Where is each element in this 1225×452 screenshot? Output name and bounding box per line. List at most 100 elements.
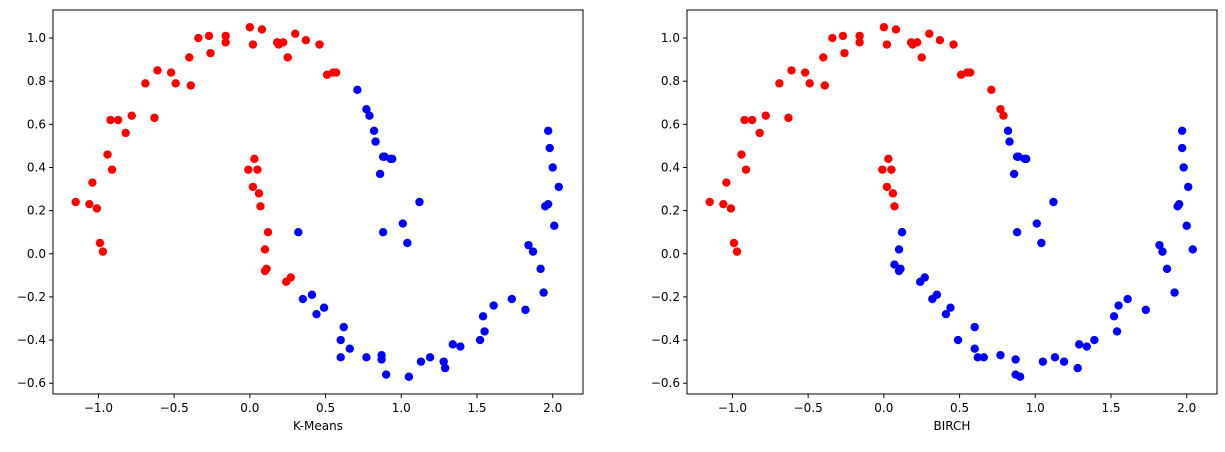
birch-point-c0: [884, 154, 893, 164]
kmeans-ytick-label: −0.6: [17, 376, 46, 390]
kmeans-point-c1: [554, 182, 563, 192]
kmeans-point-c0: [315, 40, 324, 49]
birch-xtick-label: 2.0: [1177, 401, 1196, 415]
kmeans-xtick-label: 0.5: [316, 401, 335, 415]
birch-point-c1: [1141, 305, 1151, 315]
kmeans-point-c1: [456, 342, 465, 351]
birch-point-c1: [946, 303, 955, 312]
birch-point-c1: [890, 260, 899, 269]
kmeans-point-c0: [256, 202, 265, 211]
birch-point-c0: [828, 33, 837, 43]
birch-point-c1: [894, 266, 904, 276]
kmeans-point-c1: [307, 290, 317, 299]
kmeans-xtick-label: 2.0: [543, 401, 562, 415]
kmeans-point-c0: [248, 182, 258, 192]
birch-point-c0: [741, 165, 751, 174]
birch-point-c1: [1015, 372, 1025, 381]
kmeans-point-c1: [378, 228, 388, 237]
birch-point-c1: [1009, 169, 1019, 179]
birch-point-c0: [882, 182, 892, 192]
birch-ytick-label: 0.0: [661, 247, 680, 261]
kmeans-point-c0: [186, 81, 195, 90]
kmeans-point-c0: [260, 245, 270, 254]
kmeans-point-c1: [388, 154, 397, 164]
birch-point-c0: [890, 202, 899, 211]
birch-point-c1: [897, 228, 907, 237]
kmeans-point-c0: [291, 29, 300, 38]
birch-point-c0: [917, 53, 926, 62]
kmeans-ytick-label: −0.4: [17, 333, 46, 347]
kmeans-point-c1: [543, 126, 553, 136]
birch-ytick-label: 1.0: [661, 31, 680, 45]
kmeans-point-c1: [507, 294, 517, 304]
kmeans-point-c0: [88, 178, 97, 187]
kmeans-point-c1: [294, 228, 303, 237]
birch-point-c0: [775, 79, 784, 88]
kmeans-point-c0: [244, 165, 253, 174]
birch-point-c0: [925, 29, 934, 38]
kmeans-point-c1: [403, 238, 412, 248]
kmeans-point-c0: [254, 189, 264, 198]
birch-point-c0: [912, 38, 922, 47]
birch-ytick-label: 0.8: [661, 74, 680, 88]
birch-point-c0: [891, 25, 901, 34]
birch-point-c1: [1182, 221, 1191, 230]
birch-point-c0: [805, 79, 814, 88]
kmeans-point-c0: [103, 150, 112, 159]
kmeans-point-c1: [398, 219, 407, 228]
kmeans-axes: −1.0 −0.5 0.0 0.5 1.0 1.5 2.0 −0.6 −0.4 −0.2 0.0 0.…: [17, 9, 584, 415]
kmeans-point-c0: [278, 38, 288, 47]
kmeans-point-c0: [253, 165, 262, 174]
birch-ytick-label: −0.4: [651, 333, 680, 347]
birch-ytick-label: 0.4: [661, 160, 680, 174]
kmeans-point-c0: [95, 238, 105, 248]
birch-point-c1: [1179, 163, 1188, 172]
birch-point-c1: [1177, 126, 1187, 136]
birch-point-c1: [1170, 288, 1179, 297]
kmeans-point-c0: [185, 53, 194, 62]
kmeans-point-c1: [521, 305, 530, 315]
birch-point-c0: [747, 115, 757, 125]
birch-point-c1: [973, 353, 982, 362]
birch-point-c1: [1112, 327, 1122, 336]
kmeans-point-c0: [127, 111, 136, 120]
birch-point-c0: [761, 111, 770, 120]
kmeans-xtick-label: 1.5: [467, 401, 486, 415]
birch-point-c1: [1075, 340, 1084, 349]
kmeans-point-c1: [524, 240, 533, 250]
kmeans-point-c0: [260, 266, 270, 276]
birch-point-c1: [1003, 126, 1013, 136]
kmeans-point-c0: [248, 40, 258, 49]
kmeans-point-c1: [478, 312, 488, 321]
birch-point-c0: [729, 238, 739, 248]
birch-ytick-label: −0.2: [651, 290, 680, 304]
birch-axes-frame: [686, 9, 1218, 395]
kmeans-point-c1: [353, 85, 362, 95]
kmeans-point-c0: [194, 33, 203, 43]
birch-point-c1: [1158, 247, 1167, 256]
kmeans-point-c1: [298, 294, 308, 304]
kmeans-point-c0: [245, 23, 255, 32]
kmeans-point-c1: [362, 353, 371, 362]
birch-point-c1: [1032, 219, 1042, 228]
birch-point-c1: [1114, 301, 1123, 310]
birch-points: [705, 23, 1197, 381]
birch-point-c1: [1073, 363, 1082, 373]
birch-point-c0: [755, 128, 764, 138]
birch-point-c1: [970, 322, 979, 332]
kmeans-point-c1: [312, 309, 321, 319]
birch-point-c0: [800, 68, 810, 77]
birch-point-c0: [882, 40, 892, 49]
kmeans-point-c1: [539, 288, 548, 297]
birch-point-c0: [878, 165, 887, 174]
kmeans-ytick-label: 0.6: [27, 117, 46, 131]
birch-point-c0: [855, 31, 864, 41]
kmeans-point-c1: [369, 126, 379, 136]
kmeans-point-c1: [336, 353, 345, 362]
kmeans-ytick-label: 0.2: [27, 204, 46, 218]
kmeans-point-c0: [221, 38, 230, 47]
birch-point-c1: [1037, 238, 1046, 248]
birch-point-c1: [941, 309, 951, 319]
birch-point-c0: [719, 199, 728, 209]
kmeans-ytick-label: 0.4: [27, 160, 46, 174]
